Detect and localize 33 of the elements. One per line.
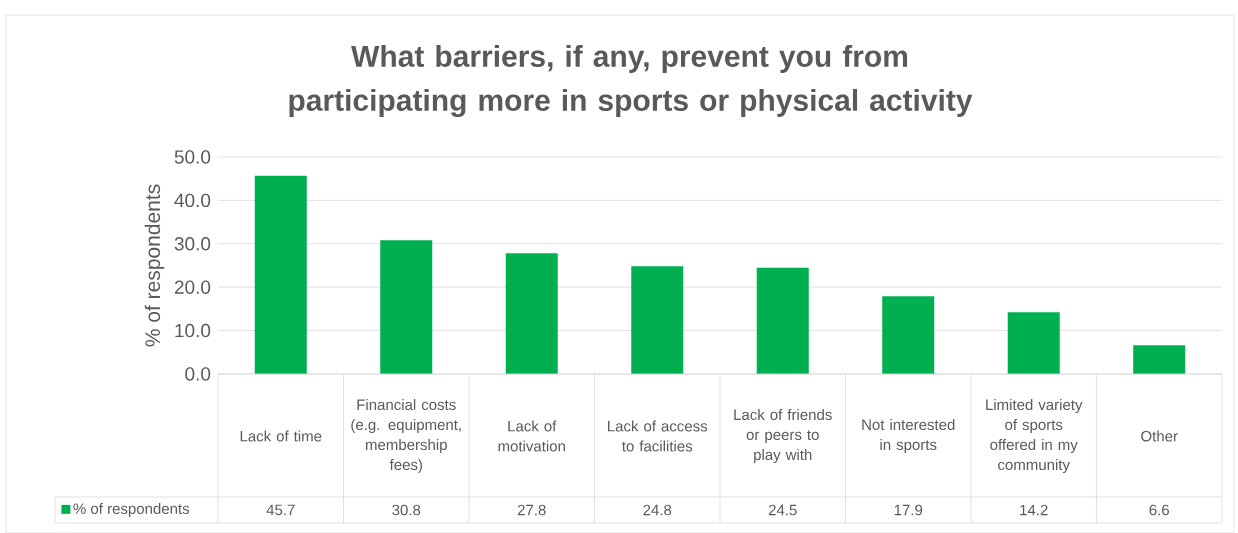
y-tick-label: 50.0	[174, 150, 211, 164]
bar	[1133, 345, 1186, 374]
y-axis-title: % of respondents	[144, 184, 165, 347]
bar	[505, 253, 558, 374]
data-label: 45.7	[266, 504, 295, 516]
bar	[631, 266, 684, 374]
legend-label: % of respondents	[73, 502, 190, 517]
x-tick-label: Lack of motivation	[498, 420, 565, 452]
x-tick-label: Lack of time	[240, 430, 322, 442]
data-label: 17.9	[894, 504, 923, 516]
bar	[380, 240, 433, 374]
y-tick-label: 0.0	[185, 367, 211, 381]
data-label: 14.2	[1020, 504, 1048, 516]
y-tick-label: 20.0	[174, 280, 211, 294]
y-tick-label: 40.0	[174, 193, 211, 207]
bar	[756, 267, 809, 374]
bar	[254, 175, 307, 374]
data-label: 6.6	[1149, 504, 1169, 516]
data-label: 24.5	[768, 504, 797, 516]
bar	[882, 296, 935, 374]
x-tick-label: Limited variety of sports offered in my community	[986, 398, 1083, 473]
x-tick-label: Lack of friends or peers to play with	[734, 408, 832, 463]
chart-title: What barriers, if any, prevent you from participating more in sports or physical activity	[289, 44, 973, 117]
data-label: 24.8	[643, 504, 672, 516]
bar	[1007, 312, 1060, 374]
x-tick-label: Lack of access to facilities	[608, 420, 708, 452]
data-label: 30.8	[392, 504, 421, 516]
y-tick-label: 10.0	[175, 323, 211, 338]
x-tick-label: Not interested in sports	[862, 418, 955, 453]
x-tick-label: Financial costs (e.g. equipment, membership fees)	[351, 398, 461, 473]
y-tick-label: 30.0	[174, 236, 211, 251]
x-tick-label: Other	[1141, 430, 1178, 442]
data-label: 27.8	[517, 504, 546, 516]
